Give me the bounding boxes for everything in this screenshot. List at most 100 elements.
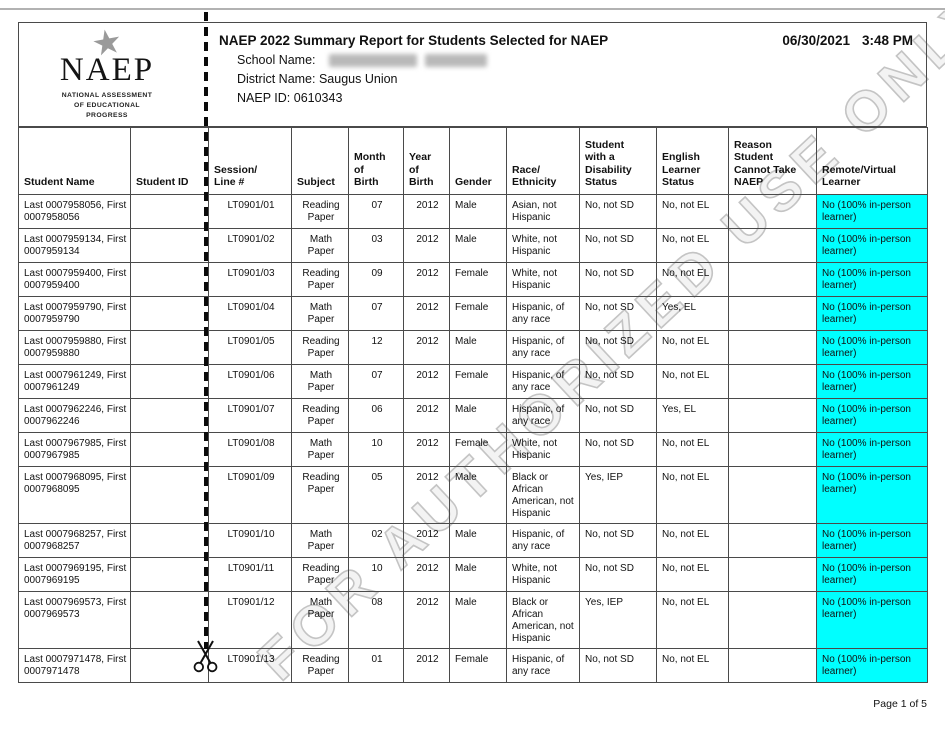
cell-student-name: Last 0007968257, First 0007968257 (18, 523, 131, 558)
cell-disability-status: Yes, IEP (579, 591, 657, 649)
cell-reason-cannot-take (728, 398, 817, 433)
cell-subject: Reading Paper (291, 398, 349, 433)
col-header-session-line: Session/ Line # (208, 127, 292, 195)
cell-student-name: Last 0007961249, First 0007961249 (18, 364, 131, 399)
cell-subject: Math Paper (291, 523, 349, 558)
cell-remote-virtual: No (100% in-person learner) (816, 228, 928, 263)
cell-remote-virtual: No (100% in-person learner) (816, 466, 928, 524)
cell-session-line: LT0901/03 (208, 262, 292, 297)
cell-reason-cannot-take (728, 364, 817, 399)
district-name-value: Saugus Union (318, 72, 398, 87)
cell-student-id (130, 432, 209, 467)
col-header-disability-status: Student with a Disability Status (579, 127, 657, 195)
cell-el-status: Yes, EL (656, 398, 729, 433)
cell-gender: Male (449, 591, 507, 649)
cell-race-ethnicity: Hispanic, of any race (506, 296, 580, 331)
cell-month-of-birth: 06 (348, 398, 404, 433)
col-header-student-id: Student ID (130, 127, 209, 195)
cell-disability-status: No, not SD (579, 194, 657, 229)
cell-el-status: No, not EL (656, 228, 729, 263)
table-row: Last 0007969573, First 0007969573 LT0901/… (18, 591, 928, 649)
cell-year-of-birth: 2012 (403, 523, 450, 558)
cell-reason-cannot-take (728, 296, 817, 331)
cell-year-of-birth: 2012 (403, 262, 450, 297)
cell-gender: Male (449, 194, 507, 229)
cell-gender: Male (449, 466, 507, 524)
cell-remote-virtual: No (100% in-person learner) (816, 194, 928, 229)
district-name-line: District Name: Saugus Union (237, 72, 919, 86)
cell-el-status: Yes, EL (656, 296, 729, 331)
cell-disability-status: No, not SD (579, 432, 657, 467)
cell-year-of-birth: 2012 (403, 648, 450, 683)
cell-year-of-birth: 2012 (403, 591, 450, 649)
table-row: Last 0007959790, First 0007959790 LT0901/… (18, 296, 928, 331)
cell-remote-virtual: No (100% in-person learner) (816, 432, 928, 467)
cell-session-line: LT0901/01 (208, 194, 292, 229)
cell-session-line: LT0901/07 (208, 398, 292, 433)
cell-remote-virtual: No (100% in-person learner) (816, 557, 928, 592)
cell-remote-virtual: No (100% in-person learner) (816, 262, 928, 297)
cell-race-ethnicity: White, not Hispanic (506, 557, 580, 592)
report-date: 06/30/2021 (782, 33, 850, 48)
table-row: Last 0007958056, First 0007958056 LT0901/… (18, 194, 928, 229)
cell-year-of-birth: 2012 (403, 228, 450, 263)
table-row: Last 0007967985, First 0007967985 LT0901/… (18, 432, 928, 467)
cell-reason-cannot-take (728, 523, 817, 558)
cell-el-status: No, not EL (656, 557, 729, 592)
cell-student-name: Last 0007962246, First 0007962246 (18, 398, 131, 433)
cell-disability-status: Yes, IEP (579, 466, 657, 524)
cell-race-ethnicity: Black or African American, not Hispanic (506, 466, 580, 524)
page-number: Page 1 of 5 (873, 698, 927, 710)
cell-reason-cannot-take (728, 330, 817, 365)
table-row: Last 0007959134, First 0007959134 LT0901/… (18, 228, 928, 263)
cell-subject: Math Paper (291, 364, 349, 399)
cell-race-ethnicity: Asian, not Hispanic (506, 194, 580, 229)
cell-student-id (130, 228, 209, 263)
cell-el-status: No, not EL (656, 466, 729, 524)
cell-student-id (130, 262, 209, 297)
cell-race-ethnicity: Hispanic, of any race (506, 523, 580, 558)
naep-id-line: NAEP ID: 0610343 (237, 91, 919, 105)
cell-month-of-birth: 12 (348, 330, 404, 365)
cell-month-of-birth: 08 (348, 591, 404, 649)
cell-race-ethnicity: Hispanic, of any race (506, 398, 580, 433)
col-header-gender: Gender (449, 127, 507, 195)
table-row: Last 0007959880, First 0007959880 LT0901/… (18, 330, 928, 365)
cell-student-name: Last 0007958056, First 0007958056 (18, 194, 131, 229)
cell-session-line: LT0901/02 (208, 228, 292, 263)
col-header-month-of-birth: Month of Birth (348, 127, 404, 195)
naep-id-value: 0610343 (293, 91, 343, 106)
cell-el-status: No, not EL (656, 648, 729, 683)
cell-remote-virtual: No (100% in-person learner) (816, 591, 928, 649)
cell-month-of-birth: 07 (348, 194, 404, 229)
cell-el-status: No, not EL (656, 364, 729, 399)
cell-el-status: No, not EL (656, 330, 729, 365)
logo-acronym: NAEP (59, 51, 155, 88)
cell-race-ethnicity: Hispanic, of any race (506, 364, 580, 399)
cell-session-line: LT0901/06 (208, 364, 292, 399)
student-summary-table: Student Name Student ID Session/ Line # … (18, 127, 928, 683)
cell-student-name: Last 0007968095, First 0007968095 (18, 466, 131, 524)
cell-el-status: No, not EL (656, 432, 729, 467)
col-header-remote-virtual: Remote/Virtual Learner (816, 127, 928, 195)
cell-reason-cannot-take (728, 466, 817, 524)
cell-remote-virtual: No (100% in-person learner) (816, 523, 928, 558)
table-row: Last 0007968095, First 0007968095 LT0901/… (18, 466, 928, 524)
school-name-redacted (425, 54, 487, 68)
cell-race-ethnicity: White, not Hispanic (506, 432, 580, 467)
cell-race-ethnicity: Hispanic, of any race (506, 648, 580, 683)
cell-month-of-birth: 01 (348, 648, 404, 683)
col-header-race-ethnicity: Race/ Ethnicity (506, 127, 580, 195)
cell-student-name: Last 0007959134, First 0007959134 (18, 228, 131, 263)
cell-disability-status: No, not SD (579, 557, 657, 592)
cell-month-of-birth: 09 (348, 262, 404, 297)
cell-el-status: No, not EL (656, 262, 729, 297)
cell-gender: Female (449, 296, 507, 331)
col-header-subject: Subject (291, 127, 349, 195)
cell-subject: Reading Paper (291, 330, 349, 365)
cell-disability-status: No, not SD (579, 330, 657, 365)
report-datetime: 06/30/2021 3:48 PM (770, 33, 913, 48)
cell-disability-status: No, not SD (579, 364, 657, 399)
cell-gender: Male (449, 398, 507, 433)
report-time: 3:48 PM (861, 33, 913, 48)
